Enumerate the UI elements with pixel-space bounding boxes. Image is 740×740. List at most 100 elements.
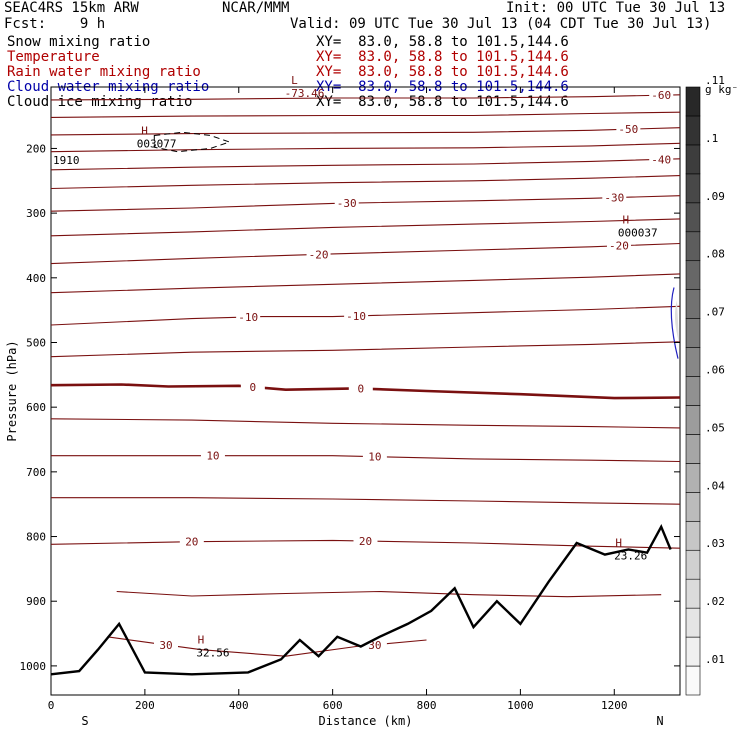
contour-label-bg-12-0	[240, 379, 265, 393]
colorbar-tick-8: .09	[705, 190, 725, 203]
high-value-2: 32.56	[196, 647, 229, 660]
colorbar-tick-4: .05	[705, 421, 725, 434]
y-tick-label-2: 400	[26, 272, 46, 285]
field-name-0: Snow mixing ratio	[7, 34, 151, 50]
plot-frame	[50, 86, 681, 696]
contour-label-bg-4-0	[649, 152, 674, 166]
field-name-1: Temperature	[7, 49, 100, 65]
temperature-contour--60	[50, 94, 681, 101]
y-tick-label-0: 200	[26, 142, 46, 155]
colorbar-cell-1	[685, 636, 701, 667]
contour-label--60-0: -60	[651, 89, 671, 102]
colorbar-tick-5: .06	[705, 364, 725, 377]
low-marker-0: L	[291, 74, 298, 87]
temperature-contour--55	[50, 111, 681, 118]
colorbar-cell-17	[685, 173, 701, 204]
temperature-contour-0	[50, 383, 681, 400]
contour-label-bg-8-1	[606, 238, 631, 252]
contour-label-bg-10-0	[236, 310, 261, 324]
high-value-1: 000037	[618, 226, 658, 239]
colorbar-cell-0	[685, 665, 701, 696]
contour-label-bg-8-0	[306, 247, 331, 261]
colorbar-tick-3: .04	[705, 479, 725, 492]
forecast-hour: Fcst: 9 h	[4, 16, 106, 32]
contour-label-10-0: 10	[206, 450, 219, 463]
colorbar-tick-1: .02	[705, 595, 725, 608]
contour-label-30-0: 30	[159, 639, 172, 652]
edge-value-label: 1910	[53, 154, 80, 167]
colorbar-cell-3	[685, 578, 701, 609]
colorbar-cell-16	[685, 202, 701, 233]
temperature-contour--5	[50, 341, 681, 358]
contour-label-bg-2-0	[616, 122, 641, 136]
y-tick-label-3: 500	[26, 336, 46, 349]
colorbar-cell-19	[685, 115, 701, 146]
south-label: S	[81, 714, 88, 728]
y-tick-label-1: 300	[26, 207, 46, 220]
x-tick-label-5: 1000	[507, 699, 534, 712]
colorbar-cell-10	[685, 376, 701, 406]
contour-label--30-1: -30	[604, 192, 624, 205]
field-name-2: Rain water mixing ratio	[7, 64, 201, 80]
low-value-0: -73.46	[285, 87, 325, 100]
contour-label-10-1: 10	[368, 451, 381, 464]
x-tick-label-0: 0	[48, 699, 55, 712]
temperature-contour--15	[50, 273, 681, 294]
model-title: SEAC4RS 15km ARW	[4, 0, 139, 16]
center-title: NCAR/MMM	[222, 0, 290, 16]
x-tick-label-2: 400	[229, 699, 249, 712]
x-tick-label-3: 600	[323, 699, 343, 712]
contour-label-bg-16-1	[353, 534, 378, 548]
temperature-contour--25	[50, 218, 681, 237]
colorbar-tick-2: .03	[705, 537, 725, 550]
valid-time: Valid: 09 UTC Tue 30 Jul 13 (04 CDT Tue …	[290, 16, 712, 32]
temperature-contour--20	[50, 242, 681, 265]
colorbar-cell-14	[685, 260, 701, 290]
contour-label-bg-14-1	[362, 449, 387, 463]
colorbar-cell-4	[685, 549, 701, 580]
temperature-contour-5	[50, 418, 681, 429]
high-marker-3: H	[615, 537, 622, 550]
init-time: Init: 00 UTC Tue 30 Jul 13	[506, 0, 726, 16]
x-axis-title: Distance (km)	[319, 714, 413, 728]
contour-label-20-1: 20	[359, 535, 372, 548]
cloud-ice-fill	[674, 300, 679, 343]
field-xy-1: XY= 83.0, 58.8 to 101.5,144.6	[316, 49, 569, 65]
terrain-line	[50, 524, 672, 676]
colorbar-cell-15	[685, 231, 701, 262]
temperature-contour--35	[50, 175, 681, 190]
temperature-contour--30	[50, 195, 681, 212]
colorbar-tick-7: .08	[705, 248, 725, 261]
field-xy-2: XY= 83.0, 58.8 to 101.5,144.6	[316, 64, 569, 80]
colorbar-cell-8	[685, 434, 701, 464]
colorbar-cell-2	[685, 607, 701, 638]
y-tick-label-5: 700	[26, 466, 46, 479]
colorbar-cell-11	[685, 347, 701, 377]
contour-label--10-0: -10	[238, 311, 258, 324]
contour-label-bg-16-0	[179, 534, 204, 548]
contour-label--40-0: -40	[651, 153, 671, 166]
contour-label-bg-10-1	[344, 308, 369, 322]
colorbar-cell-5	[685, 520, 701, 551]
contour-label-bg-6-0	[334, 196, 359, 210]
north-label: N	[656, 714, 663, 728]
colorbar-tick-10: .11	[705, 74, 725, 87]
high-marker-1: H	[622, 213, 629, 226]
contour-label-bg-6-1	[602, 190, 627, 204]
contour-label-0-1: 0	[357, 383, 364, 396]
high-marker-2: H	[198, 634, 205, 647]
contour-label-bg-12-1	[348, 381, 373, 395]
high-value-3: 23.26	[614, 550, 647, 563]
contour-label-bg-18-0	[154, 637, 179, 651]
contour-label-20-0: 20	[185, 536, 198, 549]
contour-label-0-0: 0	[250, 381, 257, 394]
colorbar-cell-13	[685, 289, 701, 319]
temperature-contour--40	[50, 158, 681, 171]
colorbar-cell-7	[685, 463, 701, 493]
x-tick-label-4: 800	[417, 699, 437, 712]
colorbar-cell-6	[685, 492, 701, 522]
colorbar-cell-20	[685, 86, 701, 117]
colorbar-cell-9	[685, 405, 701, 435]
